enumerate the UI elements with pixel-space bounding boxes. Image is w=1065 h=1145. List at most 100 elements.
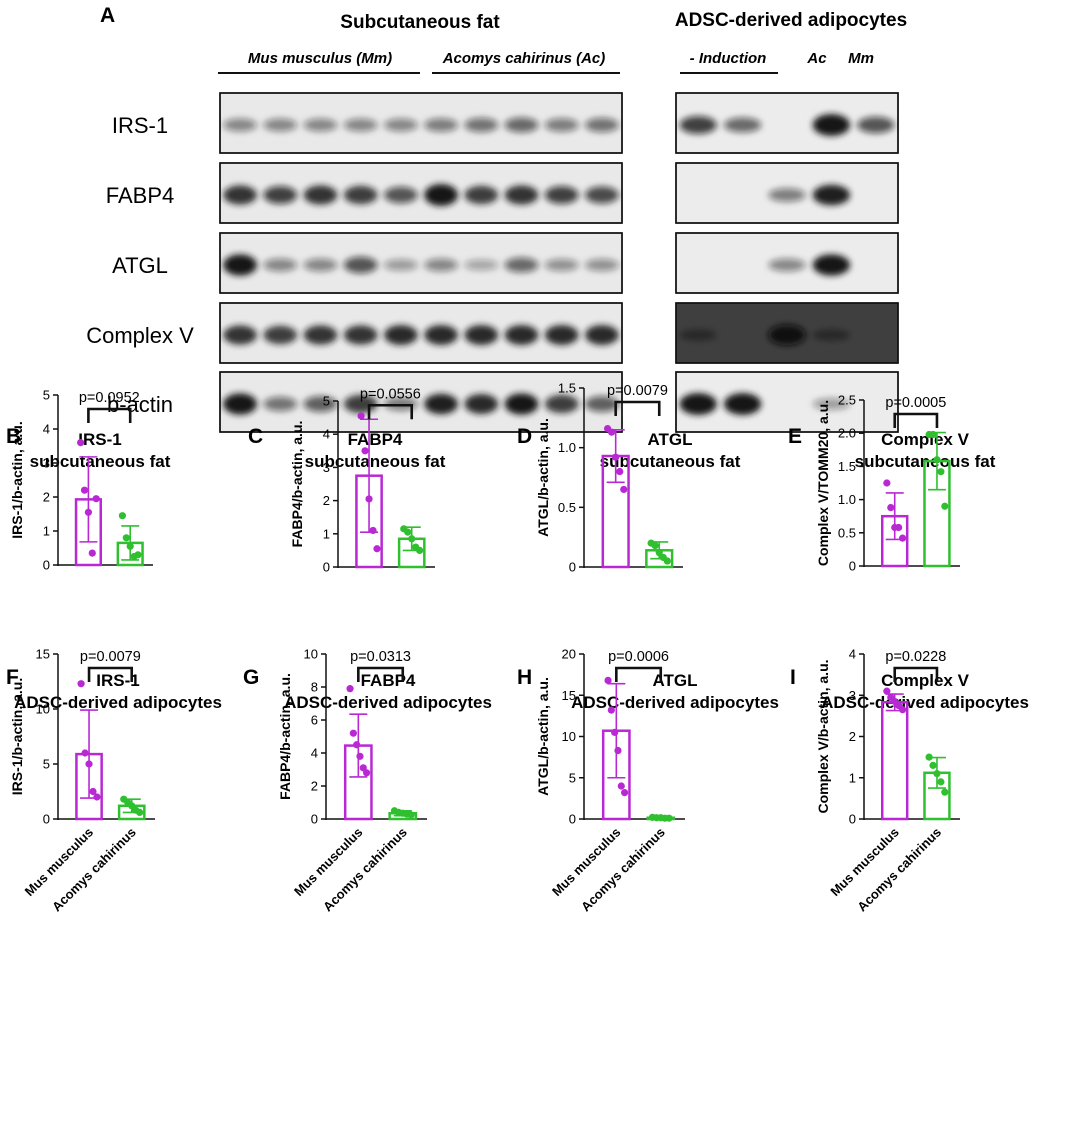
data-point	[134, 551, 142, 559]
y-tick-label: 2	[311, 779, 318, 794]
blot-complex-v-right	[675, 302, 899, 364]
y-tick-label: 2	[323, 493, 330, 508]
y-tick-label: 2	[43, 490, 50, 505]
p-value-label: p=0.0952	[79, 390, 140, 406]
panel-letter: C	[248, 425, 263, 448]
blot-band	[303, 396, 338, 412]
blot-label-irs-1: IRS-1	[112, 113, 168, 138]
data-point	[346, 685, 354, 693]
y-tick-label: 20	[562, 647, 576, 662]
y-tick-label: 10	[304, 647, 318, 662]
blot-frame	[675, 371, 899, 433]
blot-band	[424, 325, 458, 345]
chart-title-line2: subcutaneous fat	[600, 452, 741, 471]
panel-letter: G	[243, 666, 259, 689]
y-tick-label: 5	[43, 388, 50, 403]
blot-frame	[675, 162, 899, 224]
blot-band	[303, 325, 338, 345]
data-point	[898, 534, 907, 542]
data-point	[925, 753, 933, 761]
p-value-label: p=0.0079	[607, 383, 668, 399]
data-point	[362, 769, 371, 777]
chart-title-line1: Complex V	[881, 671, 970, 690]
blot-band	[544, 186, 579, 204]
data-point	[126, 542, 134, 550]
data-point	[663, 557, 671, 565]
blot-band	[585, 117, 619, 133]
significance-bracket	[357, 666, 405, 682]
chart-title-line2: subcutaneous fat	[305, 452, 446, 471]
p-value-label: p=0.0228	[885, 649, 946, 665]
p-value-label: p=0.0556	[360, 386, 421, 402]
blot-band	[768, 188, 806, 202]
y-tick-label: 1.0	[838, 492, 856, 507]
blot-band	[679, 329, 717, 341]
y-tick-label: 1	[43, 524, 50, 539]
data-point	[620, 789, 629, 797]
y-axis-label: IRS-1/b-actin, a.u.	[9, 678, 25, 795]
data-point	[933, 770, 941, 778]
data-point	[416, 546, 424, 555]
data-point	[604, 676, 612, 685]
data-point	[404, 528, 412, 536]
chart-title-line1: IRS-1	[78, 430, 121, 449]
data-point	[84, 508, 92, 516]
chart-c: C FABP4 subcutaneous fat 0 1 2 3 4 5 FABP4/b-acti…	[248, 386, 446, 574]
significance-bracket	[87, 407, 132, 423]
blot-band	[679, 393, 717, 415]
blot-fabp4-right	[675, 162, 899, 224]
blot-frame	[219, 302, 623, 364]
y-tick-label: 10	[562, 729, 576, 744]
blot-band	[303, 258, 338, 272]
blot-label-atgl: ATGL	[112, 253, 168, 278]
data-point	[607, 706, 615, 714]
blot-irs-1-right	[675, 92, 899, 154]
chart-title-line1: ATGL	[647, 430, 692, 449]
p-value-label: p=0.0006	[608, 649, 669, 665]
blot-band	[424, 118, 458, 132]
blot-label-b-actin: b-actin	[107, 392, 173, 417]
blot-band	[223, 393, 257, 415]
blot-band	[812, 254, 851, 276]
panel-letter: E	[788, 425, 802, 448]
blot-b-actin-left	[219, 371, 623, 433]
chart-d: D ATGL subcutaneous fat 0 0.5 1.0 1.5 ATGL/b-ac…	[517, 381, 741, 575]
chart-title-line1: IRS-1	[96, 671, 139, 690]
x-category-label: Acomys cahirinus	[578, 825, 668, 915]
y-tick-label: 1.5	[838, 459, 856, 474]
data-point	[929, 761, 937, 769]
blot-band	[464, 325, 499, 345]
blot-band	[585, 186, 619, 204]
blot-complex-v-left	[219, 302, 623, 364]
blot-frame	[219, 232, 623, 294]
data-point	[941, 788, 949, 796]
blot-label-fabp4: FABP4	[106, 183, 174, 208]
data-point	[620, 485, 628, 494]
data-point	[93, 793, 101, 801]
significance-bracket	[893, 412, 939, 428]
data-point	[937, 778, 945, 786]
blot-irs-1-left	[219, 92, 623, 154]
p-value-label: p=0.0079	[80, 649, 141, 665]
y-tick-label: 2.0	[838, 426, 856, 441]
data-point	[356, 752, 364, 760]
blot-frame	[675, 302, 899, 364]
y-axis-label: ATGL/b-actin, a.u.	[535, 677, 551, 796]
data-point	[408, 535, 416, 543]
blot-band	[504, 325, 539, 345]
group-label-ac-short: Ac	[806, 50, 827, 67]
chart-b: B IRS-1 subcutaneous fat 0 1 2 3 4 5 IRS-1/b-acti…	[6, 388, 171, 573]
panel-letter: H	[517, 666, 532, 689]
data-point	[887, 503, 895, 512]
data-point	[665, 814, 673, 822]
chart-title-line2: ADSC-derived adipocytes	[14, 693, 222, 712]
blot-band	[504, 393, 539, 415]
blot-frame	[675, 232, 899, 294]
header-subcutaneous-fat: Subcutaneous fat	[340, 12, 500, 33]
data-point	[77, 680, 85, 688]
data-point	[353, 741, 361, 749]
panel-letter: D	[517, 425, 532, 448]
data-point	[898, 706, 907, 714]
data-point	[92, 495, 100, 503]
